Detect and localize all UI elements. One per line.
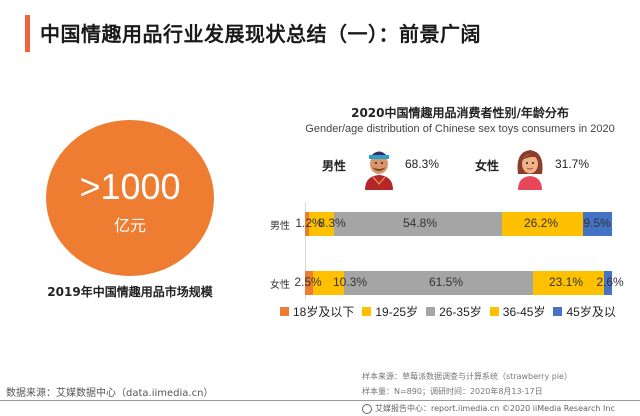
page-title: 中国情趣用品行业发展现状总结（一）：前景广阔: [40, 22, 481, 46]
market-size-unit: 亿元: [113, 216, 146, 235]
label-male-19-25: 8.3%: [318, 216, 346, 230]
report-footer-text: 艾媒报告中心：report.iimedia.cn ©2020 iiMedia R…: [375, 404, 615, 413]
legend-swatch: [489, 307, 499, 316]
chart-title: 2020中国情趣用品消费者性别/年龄分布: [351, 106, 569, 120]
legend-label: 18岁及以下: [293, 305, 355, 319]
bar-segment-female-26-35: [344, 271, 534, 295]
legend-swatch: [280, 307, 289, 316]
legend-item-19-25: 19-25岁: [362, 303, 418, 320]
bar-segment-male-18-under: [305, 212, 309, 236]
legend-swatch: [362, 307, 372, 316]
female-avatar-icon: [517, 150, 543, 190]
label-male-45-plus: 9.5%: [583, 216, 611, 230]
label-female-26-35: 61.5%: [428, 275, 464, 289]
label-female-45-plus: 2.6%: [596, 275, 624, 289]
footer-divider: [0, 400, 640, 401]
bar-male: [305, 212, 612, 236]
market-size-value: >1000: [79, 166, 181, 207]
legend-label: 26-35岁: [439, 305, 482, 319]
legend-swatch: [553, 307, 563, 316]
bar-segment-female-36-45: [533, 271, 604, 295]
iimedia-logo-icon: [362, 403, 372, 414]
legend-item-45-plus: 45岁及以: [553, 303, 616, 320]
bar-segment-female-45-plus: [603, 271, 612, 295]
market-size-caption: 2019年中国情趣用品市场规模: [47, 285, 213, 299]
male-label: 男性: [322, 159, 347, 173]
legend-item-18-under: 18岁及以下: [280, 303, 354, 320]
title-accent-bar: [25, 15, 30, 52]
chart-axis-line: [305, 202, 306, 300]
female-percent: 31.7%: [555, 157, 590, 171]
legend-label: 19-25岁: [375, 305, 419, 319]
label-female-18-under: 2.5%: [294, 275, 322, 289]
market-size-circle: >1000 亿元: [46, 120, 214, 276]
legend-item-26-35: 26-35岁: [426, 303, 482, 320]
bar-segment-male-45-plus: [582, 212, 612, 236]
male-percent: 68.3%: [405, 157, 440, 171]
label-female-19-25: 10.3%: [332, 275, 368, 289]
label-male-26-35: 54.8%: [402, 216, 438, 230]
bar-segment-male-26-35: [334, 212, 503, 236]
bar-segment-female-18-under: [305, 271, 313, 295]
label-male-18-under: 1.2%: [295, 216, 323, 230]
bar-segment-male-36-45: [502, 212, 583, 236]
legend-item-36-45: 36-45岁: [489, 303, 546, 320]
label-male-36-45: 26.2%: [523, 216, 559, 230]
report-footer: 艾媒报告中心：report.iimedia.cn ©2020 iiMedia R…: [362, 403, 615, 414]
male-avatar-icon: [365, 151, 393, 190]
legend-label: 45岁及以: [566, 305, 616, 319]
chart-legend: 18岁及以下 19-25岁 26-35岁 36-45岁 45岁及以: [280, 303, 616, 320]
row-label-male: 男性: [270, 221, 290, 232]
chart-subtitle: Gender/age distribution of Chinese sex t…: [305, 123, 615, 135]
female-label: 女性: [475, 159, 500, 173]
row-label-female: 女性: [270, 280, 290, 291]
data-source: 数据来源：艾媒数据中心（data.iimedia.cn）: [6, 388, 214, 399]
legend-swatch: [426, 307, 436, 316]
bar-segment-male-19-25: [308, 212, 335, 236]
legend-label: 36-45岁: [502, 305, 546, 319]
sample-source-note: 样本来源：草莓派数据调查与计算系统（strawberry pie）: [362, 372, 572, 381]
bar-segment-female-19-25: [312, 271, 345, 295]
label-female-36-45: 23.1%: [548, 275, 584, 289]
bar-female: [305, 271, 612, 295]
sample-size-note: 样本量：N=890；调研时间：2020年8月13-17日: [362, 387, 543, 396]
